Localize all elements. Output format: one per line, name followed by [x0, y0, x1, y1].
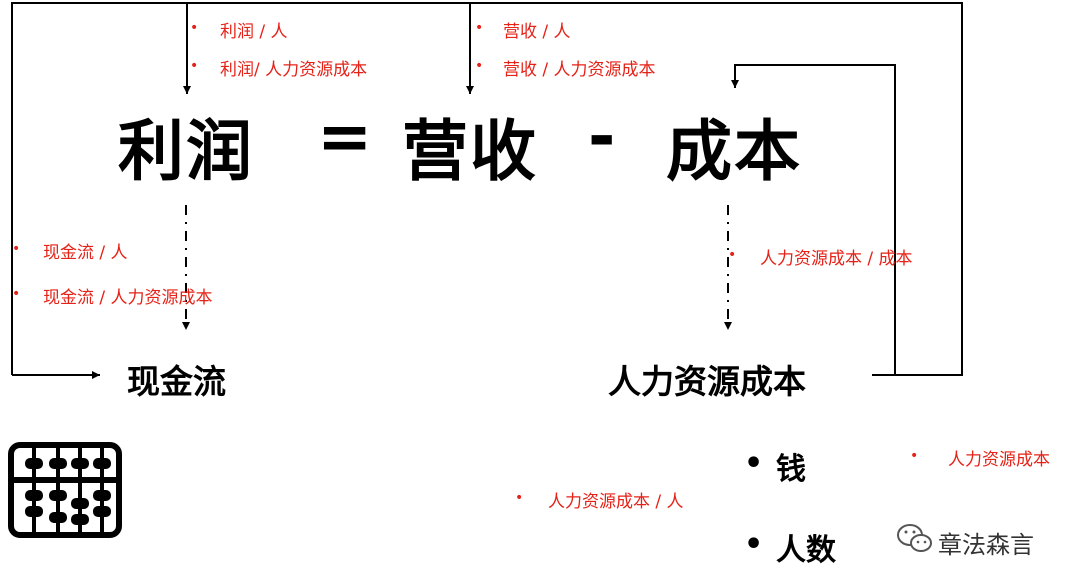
component-money: 钱 [776, 452, 806, 487]
component-headcount: 人数 [776, 533, 836, 568]
revenue-metric-1: 营收 / 人 [503, 22, 571, 42]
cashflow-metric-1: 现金流 / 人 [43, 243, 128, 263]
hr-cost-metric-right: 人力资源成本 [948, 450, 1050, 470]
hr-cost-metric: 人力资源成本 / 成本 [760, 249, 913, 269]
equation-minus: - [588, 98, 618, 175]
bullet-icon: • [190, 20, 199, 36]
profit-metric-2: 利润/ 人力资源成本 [220, 60, 368, 80]
abacus-icon [8, 442, 122, 538]
bullet-icon: • [744, 446, 764, 481]
bullet-icon: • [515, 490, 524, 506]
hr-cost-per-person-metric: 人力资源成本 / 人 [548, 492, 684, 512]
bullet-icon: • [910, 448, 919, 464]
profit-metric-1: 利润 / 人 [220, 22, 288, 42]
equation-profit: 利润 [118, 113, 254, 190]
bullet-icon: • [744, 527, 764, 562]
hr-cost-node: 人力资源成本 [608, 362, 806, 401]
revenue-metric-2: 营收 / 人力资源成本 [503, 60, 656, 80]
equation-cost: 成本 [666, 113, 802, 190]
outer-loop-line [11, 2, 963, 376]
bullet-icon: • [475, 20, 484, 36]
hr-cost-loop-line [731, 64, 896, 375]
bullet-icon: • [728, 247, 737, 263]
bullet-icon: • [12, 286, 21, 302]
watermark-text: 章法森言 [938, 531, 1034, 559]
wechat-icon [897, 524, 932, 552]
bullet-icon: • [12, 241, 21, 257]
cashflow-metric-2: 现金流 / 人力资源成本 [43, 288, 213, 308]
equation-equals: = [317, 98, 375, 175]
equation-revenue: 营收 [402, 113, 538, 190]
bullet-icon: • [475, 58, 484, 74]
bullet-icon: • [190, 58, 199, 74]
cashflow-node: 现金流 [127, 362, 226, 401]
